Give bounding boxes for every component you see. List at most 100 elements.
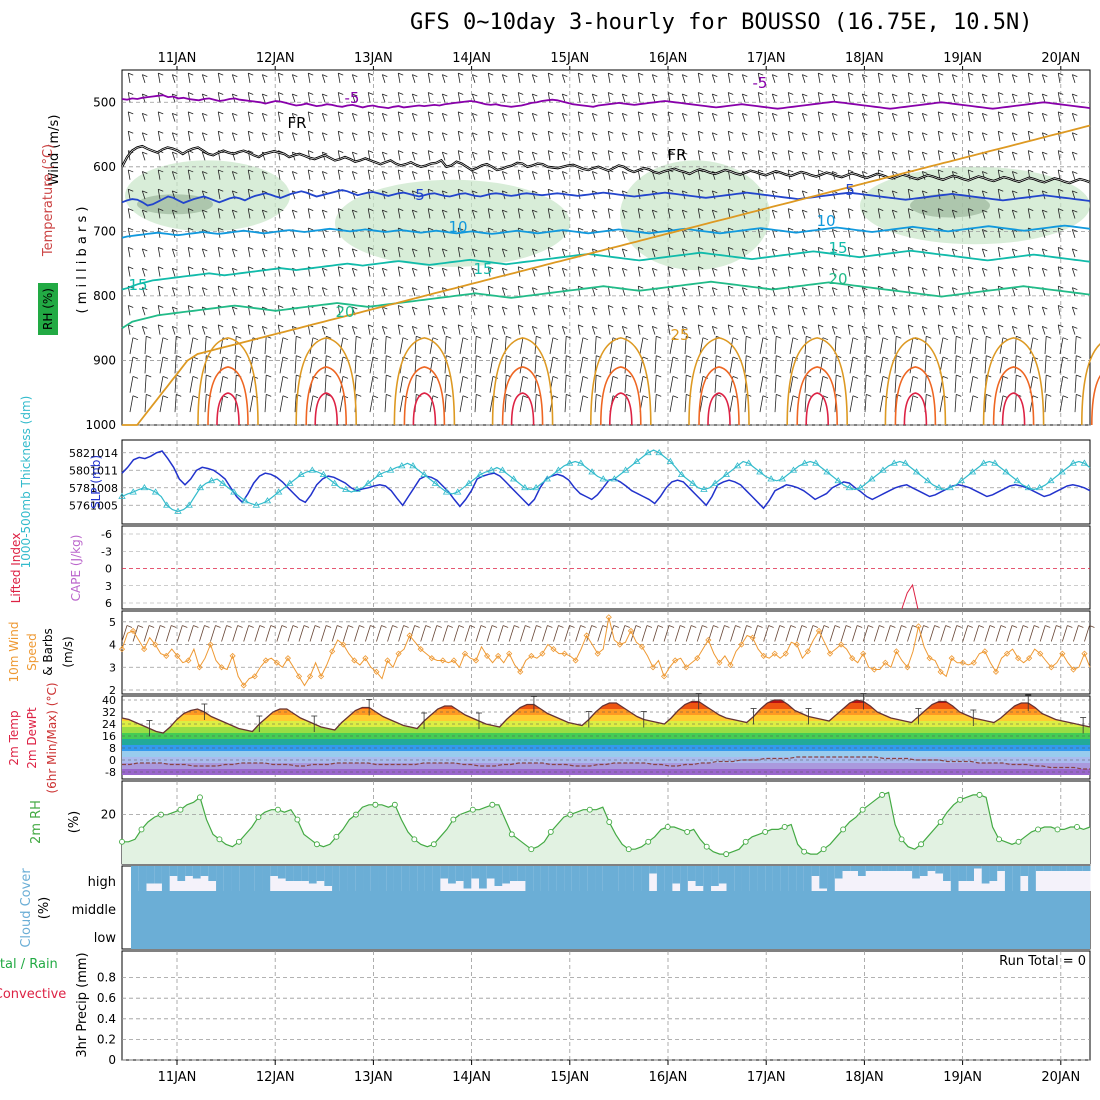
thickness-point — [644, 448, 652, 456]
wind-barb — [637, 131, 641, 142]
wind-barb — [159, 395, 164, 413]
wind-barb — [621, 248, 626, 258]
cloud-high-bar — [455, 866, 465, 881]
wind-barb — [591, 74, 596, 84]
wind-barb-flag — [352, 190, 358, 194]
wind-barb — [684, 394, 687, 413]
thickness-point — [375, 470, 384, 478]
wind-barb — [261, 326, 266, 335]
rh-point — [859, 806, 866, 813]
wind-barb — [414, 336, 417, 355]
wind-barb — [141, 326, 146, 335]
surface-wind-barb — [619, 625, 626, 642]
wind-barb-flag — [952, 151, 958, 155]
wind-barb — [891, 132, 896, 142]
wind-barb-flag — [922, 306, 928, 310]
wind-barb-flag — [758, 188, 764, 192]
wind-barb — [1071, 190, 1076, 200]
wind-barb-flag — [128, 208, 134, 212]
surface-wind-barb — [741, 625, 747, 642]
wind-barb-flag — [1046, 393, 1052, 397]
wind-barb-flag — [592, 132, 598, 136]
wind-barb-flag — [308, 227, 314, 231]
cloud-high-bar — [393, 866, 403, 891]
wind-barb-flag — [998, 111, 1004, 115]
wind-barb — [201, 190, 206, 200]
wind-barb-flag — [432, 337, 439, 341]
wind-barb — [189, 395, 194, 413]
surface-wind-barb-flag — [447, 625, 453, 628]
wind-barb-flag — [278, 247, 284, 250]
wind-barb — [171, 210, 176, 219]
wind-barb-flag — [848, 169, 854, 173]
wind-barb-flag — [1072, 190, 1078, 194]
surface-wind-barb — [210, 625, 216, 642]
surface-wind-barb — [475, 625, 482, 642]
wind-barb — [1057, 247, 1061, 258]
wind-barb-flag — [218, 247, 224, 250]
wind-barb — [669, 376, 674, 393]
surface-wind-barb — [829, 625, 836, 642]
wind-barb — [157, 92, 161, 103]
wind-barb — [534, 394, 537, 413]
wind-barb-flag — [698, 72, 704, 76]
wind-barb — [459, 395, 464, 413]
wind-barb-flag — [518, 208, 524, 212]
wind-barb — [291, 113, 296, 122]
wind-barb — [307, 286, 311, 296]
axis-label-cloud: Cloud Cover — [19, 868, 34, 948]
wind-barb — [519, 356, 524, 374]
wind-barb-flag — [488, 92, 494, 95]
wind-speed-point — [340, 641, 347, 648]
wind-barb-flag — [356, 355, 362, 359]
cloud-high-bar — [231, 866, 240, 891]
wind-barb-flag — [938, 247, 944, 250]
cloud-high-bg — [1043, 866, 1052, 891]
wind-barb-flag — [622, 209, 628, 213]
wind-speed-point — [307, 673, 314, 680]
wind-barb — [894, 355, 897, 374]
wind-barb — [1041, 93, 1046, 103]
rh-point — [216, 836, 223, 843]
cloud-high-bar — [834, 866, 844, 879]
wind-barb-flag — [758, 324, 764, 328]
wind-barb — [531, 268, 536, 277]
cloud-high-bar — [587, 866, 596, 891]
wind-barb — [487, 266, 491, 277]
cloud-high-bar — [718, 866, 728, 884]
wind-barb-flag — [308, 92, 314, 95]
wind-barb — [591, 326, 596, 335]
wind-barb-flag — [382, 325, 388, 329]
wind-barb-flag — [412, 306, 418, 310]
surface-wind-barb — [553, 625, 559, 642]
wind-barb-flag — [142, 112, 148, 116]
wind-barb-flag — [832, 209, 838, 213]
wind-barb — [997, 92, 1001, 103]
wind-barb — [681, 171, 686, 180]
wind-barb-flag — [172, 93, 178, 97]
wind-barb-flag — [608, 111, 614, 115]
wind-barb — [877, 73, 881, 83]
wind-barb-flag — [1072, 267, 1078, 271]
wind-barb — [487, 111, 491, 122]
temp-band — [122, 739, 1090, 745]
pressure-tick-label: 800 — [93, 289, 116, 303]
wind-barb — [981, 74, 986, 84]
wind-barb-flag — [326, 374, 332, 378]
wind-barb — [894, 374, 897, 393]
wind-barb-flag — [252, 356, 259, 360]
wind-barb — [909, 356, 914, 374]
wind-barb-flag — [892, 74, 898, 78]
wind-barb-flag — [792, 356, 799, 360]
wind-barb — [877, 305, 881, 316]
cloud-high-bar — [216, 866, 225, 891]
cloud-high-bar — [386, 866, 395, 891]
wind-speed-point — [937, 668, 944, 675]
wind-barb-flag — [818, 324, 824, 328]
wind-barb-flag — [982, 112, 988, 116]
wind-barb — [684, 355, 687, 374]
wind-barb-flag — [188, 188, 194, 192]
wind-barb-flag — [608, 150, 614, 153]
wind-barb-flag — [188, 92, 194, 95]
wind-barb-flag — [518, 227, 524, 231]
